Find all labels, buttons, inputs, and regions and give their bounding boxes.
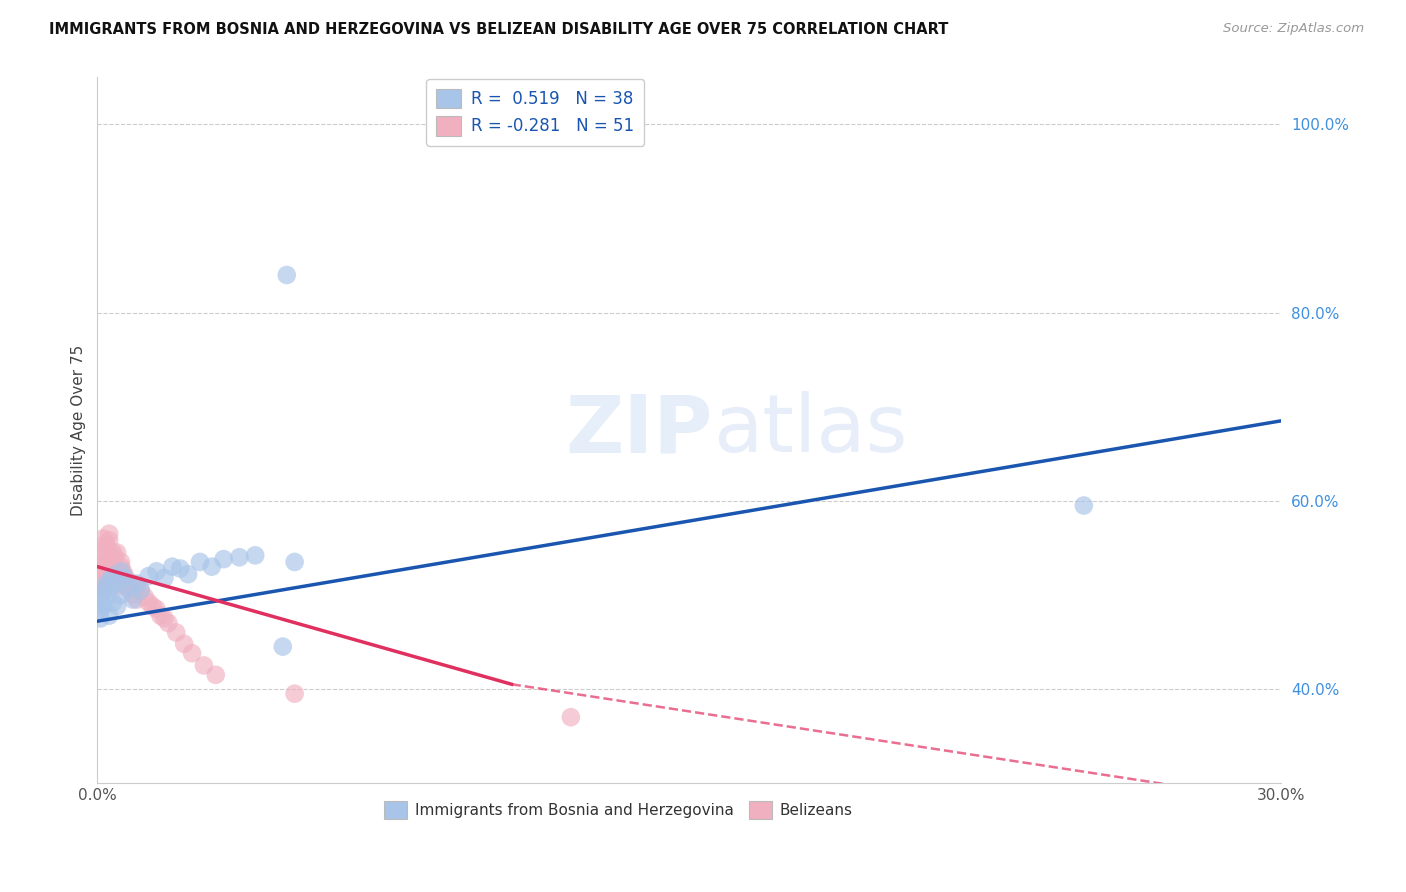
Point xyxy=(104,550,127,565)
Point xyxy=(89,565,111,579)
Text: ZIP: ZIP xyxy=(565,392,713,469)
Point xyxy=(125,576,148,591)
Point xyxy=(105,545,128,559)
Point xyxy=(89,605,111,619)
Point xyxy=(129,583,152,598)
Point xyxy=(114,569,136,583)
Point xyxy=(114,571,136,585)
Point xyxy=(89,611,111,625)
Point xyxy=(98,533,121,548)
Point xyxy=(100,580,122,594)
Point xyxy=(91,555,114,569)
Point xyxy=(201,559,224,574)
Point xyxy=(284,687,307,701)
Point xyxy=(90,559,112,574)
Point xyxy=(204,668,226,682)
Point xyxy=(89,569,111,583)
Point xyxy=(177,567,200,582)
Point xyxy=(90,592,112,607)
Point xyxy=(134,590,156,604)
Point xyxy=(165,625,187,640)
Point xyxy=(90,588,112,602)
Point xyxy=(188,555,211,569)
Point xyxy=(153,611,176,625)
Point xyxy=(129,583,152,598)
Point xyxy=(105,575,128,590)
Point xyxy=(94,583,117,598)
Point xyxy=(105,565,128,579)
Point xyxy=(111,565,134,579)
Text: IMMIGRANTS FROM BOSNIA AND HERZEGOVINA VS BELIZEAN DISABILITY AGE OVER 75 CORREL: IMMIGRANTS FROM BOSNIA AND HERZEGOVINA V… xyxy=(49,22,949,37)
Point xyxy=(149,608,172,623)
Point xyxy=(271,640,294,654)
Point xyxy=(110,555,132,569)
Point xyxy=(121,588,143,602)
Point xyxy=(193,658,215,673)
Point xyxy=(243,549,266,563)
Point xyxy=(98,574,121,588)
Point xyxy=(121,576,143,591)
Point xyxy=(94,565,117,579)
Point xyxy=(169,561,191,575)
Point xyxy=(276,268,298,282)
Point xyxy=(1073,499,1095,513)
Point xyxy=(181,646,204,660)
Point xyxy=(173,637,195,651)
Point xyxy=(101,595,124,609)
Legend: Immigrants from Bosnia and Herzegovina, Belizeans: Immigrants from Bosnia and Herzegovina, … xyxy=(378,795,859,825)
Point xyxy=(157,616,180,631)
Point xyxy=(108,578,131,592)
Point xyxy=(105,599,128,614)
Point xyxy=(90,578,112,592)
Point xyxy=(91,599,114,614)
Point xyxy=(142,599,165,614)
Point xyxy=(110,559,132,574)
Point xyxy=(101,559,124,574)
Point xyxy=(87,583,110,598)
Point xyxy=(94,574,117,588)
Point xyxy=(118,583,141,598)
Point xyxy=(115,574,138,588)
Point xyxy=(284,555,307,569)
Point xyxy=(98,526,121,541)
Point xyxy=(110,565,132,579)
Point xyxy=(118,578,141,592)
Point xyxy=(103,555,125,569)
Point xyxy=(118,580,141,594)
Point xyxy=(560,710,582,724)
Point xyxy=(91,545,114,559)
Point xyxy=(125,580,148,594)
Point xyxy=(121,592,143,607)
Point xyxy=(94,536,117,550)
Point xyxy=(145,565,167,579)
Point xyxy=(91,597,114,611)
Point xyxy=(98,608,121,623)
Y-axis label: Disability Age Over 75: Disability Age Over 75 xyxy=(72,344,86,516)
Point xyxy=(212,552,235,566)
Point xyxy=(138,569,160,583)
Text: atlas: atlas xyxy=(713,392,907,469)
Point xyxy=(110,588,132,602)
Point xyxy=(100,550,122,565)
Point xyxy=(91,550,114,565)
Point xyxy=(162,559,184,574)
Point xyxy=(145,602,167,616)
Text: Source: ZipAtlas.com: Source: ZipAtlas.com xyxy=(1223,22,1364,36)
Point xyxy=(94,578,117,592)
Point xyxy=(96,541,118,555)
Point xyxy=(228,550,250,565)
Point xyxy=(96,590,118,604)
Point xyxy=(98,569,121,583)
Point xyxy=(101,545,124,559)
Point xyxy=(138,595,160,609)
Point xyxy=(101,569,124,583)
Point xyxy=(125,592,148,607)
Point xyxy=(153,571,176,585)
Point xyxy=(89,574,111,588)
Point xyxy=(91,532,114,546)
